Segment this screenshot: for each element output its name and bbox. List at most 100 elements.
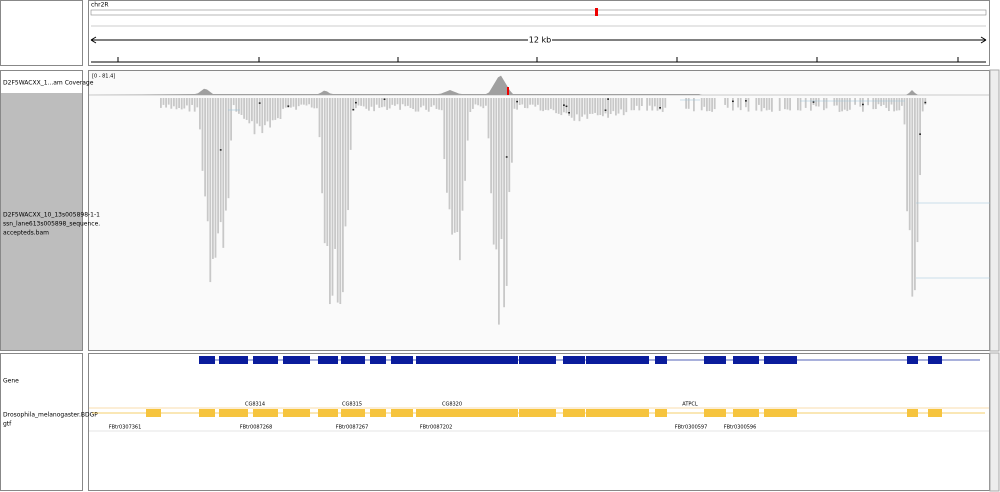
read (326, 98, 329, 246)
read (295, 98, 297, 110)
exon (764, 356, 797, 364)
read (849, 98, 851, 110)
read (914, 98, 916, 291)
coverage-range: [0 - 81.4] (92, 74, 115, 80)
read (347, 98, 349, 211)
exon (563, 356, 585, 364)
read (420, 98, 422, 108)
read (219, 98, 222, 223)
exon (253, 409, 278, 417)
read (867, 98, 869, 106)
transcript-label: FBtr0300597 (675, 425, 708, 431)
read (797, 98, 799, 111)
read (336, 98, 339, 303)
read (193, 98, 196, 112)
gene-label: CG8315 (342, 402, 362, 408)
data-panel (88, 70, 990, 351)
read (339, 98, 342, 305)
read (651, 98, 654, 111)
read (646, 98, 648, 111)
read (383, 98, 386, 107)
read (331, 98, 334, 296)
read (745, 98, 747, 108)
read (500, 98, 503, 240)
track-name: ssn_lane613s005898_sequence. (3, 221, 100, 228)
read (508, 98, 511, 193)
read (258, 98, 261, 127)
mismatch (732, 100, 734, 103)
read (394, 98, 396, 106)
read (607, 98, 609, 118)
read (602, 98, 604, 117)
read (214, 98, 217, 258)
gene-label: ATPCL (682, 402, 698, 408)
read (464, 98, 466, 181)
read (477, 98, 479, 106)
read (823, 98, 825, 111)
read (661, 98, 664, 112)
mismatch (383, 98, 386, 101)
read (547, 98, 550, 111)
read (180, 98, 183, 110)
transcript-label: FBtr0307361 (109, 425, 142, 431)
read (401, 98, 404, 105)
read (581, 98, 583, 117)
read (615, 98, 617, 116)
track-name: gtf (3, 421, 12, 428)
read (503, 98, 505, 308)
read (568, 98, 570, 116)
read (586, 98, 589, 119)
track-name: D2F5WACXX_10_13s005898-1-1 (3, 212, 100, 219)
read (225, 98, 227, 211)
read (279, 98, 282, 120)
read (175, 98, 178, 110)
read (875, 98, 877, 110)
read (253, 98, 256, 135)
feature-name-panel (0, 353, 83, 491)
read (329, 98, 331, 305)
read (282, 98, 284, 109)
read (277, 98, 279, 119)
read (513, 98, 516, 109)
exon (416, 409, 518, 417)
exon (704, 409, 726, 417)
exon (586, 409, 649, 417)
scrollbar[interactable] (989, 69, 1000, 352)
read (703, 98, 706, 107)
read (453, 98, 456, 233)
read (422, 98, 425, 106)
chromosome-name: chr2R (91, 2, 109, 9)
read (498, 98, 500, 325)
read (838, 98, 841, 112)
read (240, 98, 243, 115)
read (440, 98, 443, 111)
mismatch (919, 133, 921, 135)
read (557, 98, 560, 114)
read (609, 98, 612, 114)
scrollbar[interactable] (989, 352, 1000, 492)
read (846, 98, 849, 112)
read (191, 98, 193, 105)
read (599, 98, 602, 115)
read (201, 98, 204, 171)
read (316, 98, 318, 109)
read (360, 98, 362, 106)
read (625, 98, 628, 113)
gene-label: CG8320 (442, 402, 462, 408)
read (784, 98, 786, 110)
read (448, 98, 451, 210)
read (487, 98, 490, 139)
exon (283, 356, 310, 364)
read (898, 98, 901, 111)
read (352, 98, 355, 110)
transcript-label: FBtr0087267 (336, 425, 369, 431)
read (550, 98, 552, 109)
read (404, 98, 407, 107)
read (511, 98, 513, 163)
read (368, 98, 370, 111)
read (232, 98, 235, 106)
read (895, 98, 898, 111)
read (815, 98, 817, 107)
exon (655, 409, 667, 417)
exon (370, 356, 386, 364)
